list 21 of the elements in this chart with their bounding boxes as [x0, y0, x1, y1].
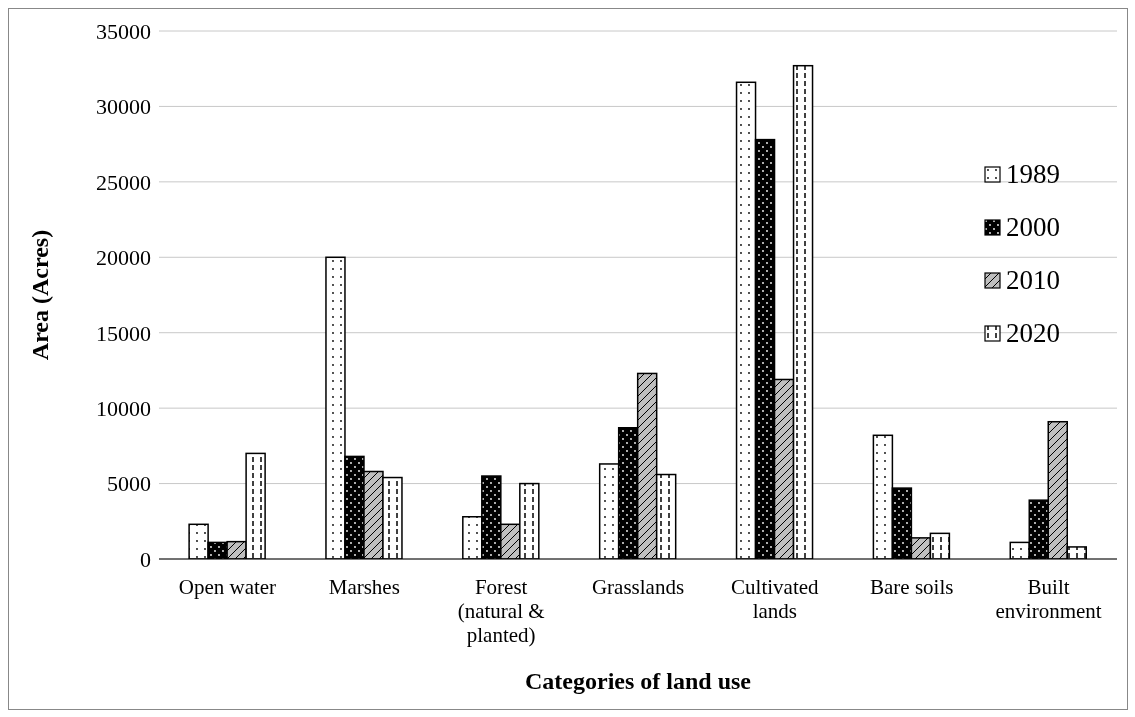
x-tick-label: Open water: [178, 574, 277, 599]
x-tick-label: Forest (natural & planted): [457, 574, 545, 648]
y-tick-label: 5000: [107, 471, 151, 497]
legend-label: 2000: [1006, 212, 1060, 243]
y-axis-title: Area (Acres): [26, 229, 53, 361]
y-tick-label: 15000: [96, 320, 151, 346]
x-axis-title: Categories of land use: [525, 668, 752, 694]
x-tick-label: Marshes: [328, 574, 400, 599]
y-tick-label: 35000: [96, 18, 151, 44]
legend-label: 2020: [1006, 318, 1060, 349]
x-tick-label: Grasslands: [591, 574, 685, 599]
y-tick-label: 0: [140, 546, 151, 572]
y-tick-label: 25000: [96, 169, 151, 195]
legend-label: 1989: [1006, 159, 1060, 190]
x-tick-label: Built environment: [995, 574, 1102, 624]
y-tick-label: 10000: [96, 395, 151, 421]
x-tick-label: Cultivated lands: [731, 574, 820, 624]
y-tick-label: 30000: [96, 94, 151, 120]
legend-label: 2010: [1006, 265, 1060, 296]
x-tick-label: Bare soils: [870, 574, 954, 599]
y-tick-label: 20000: [96, 245, 151, 271]
